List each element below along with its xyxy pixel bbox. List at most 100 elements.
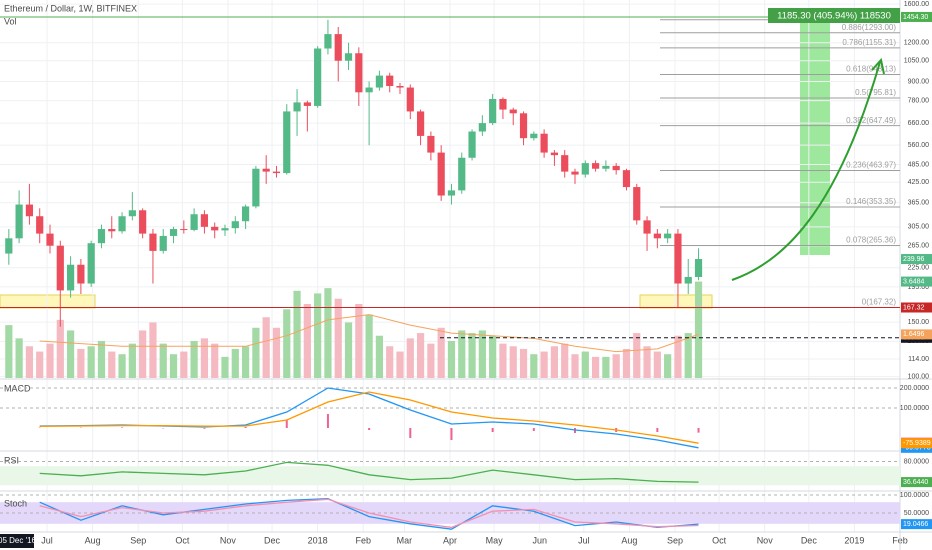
volume-bar [396, 351, 404, 378]
candle-body [56, 245, 64, 291]
candle-body [447, 190, 456, 196]
volume-bar [643, 346, 651, 378]
candle-body [406, 87, 414, 112]
x-tick-label: Sep [130, 535, 146, 545]
candle-body [591, 163, 600, 169]
candle-body [46, 233, 54, 246]
x-tick-label: Jul [578, 535, 590, 545]
volume-bar [324, 288, 332, 378]
candle-body [87, 243, 95, 284]
candle-body [458, 157, 466, 191]
indicator-line [39, 391, 699, 444]
macd-histogram-bar [491, 428, 494, 432]
x-tick-label: 2018 [308, 535, 328, 545]
price-tag-bg [901, 329, 932, 340]
candle-body [478, 123, 486, 132]
candle-body [653, 233, 661, 239]
x-tick-label: Nov [757, 535, 774, 545]
candle-body [231, 221, 239, 229]
candle-body [221, 228, 229, 231]
x-tick-label: Dec [264, 535, 281, 545]
candle-body [375, 75, 384, 88]
price-tag: 19.0466 [903, 521, 928, 528]
candle-body [489, 98, 497, 124]
volume-bar [46, 343, 54, 378]
volume-bar [571, 354, 579, 378]
price-tag: 36.6440 [903, 479, 928, 486]
volume-bar [221, 356, 229, 378]
volume-bar [468, 333, 476, 378]
arrow-head [871, 57, 885, 75]
macd-histogram-bar [368, 428, 371, 430]
candle-body [416, 111, 425, 136]
volume-bar [602, 356, 610, 378]
candle-body [190, 214, 198, 230]
candle-body [97, 229, 106, 244]
candle-body [149, 233, 157, 251]
volume-bar [664, 354, 672, 378]
macd-histogram-bar [203, 428, 206, 429]
candle-body [694, 259, 703, 277]
volume-bar [169, 354, 178, 378]
volume-bar [303, 304, 311, 378]
candle-body [314, 48, 322, 106]
candle-body [355, 53, 363, 93]
candle-body [386, 75, 394, 86]
volume-bar [447, 341, 456, 378]
candle-body [540, 133, 548, 153]
price-tag: 1.6496 [903, 331, 925, 338]
volume-bar [581, 351, 589, 378]
volume-bar [499, 343, 507, 378]
macd-histogram-bar [244, 427, 247, 428]
volume-bar [293, 290, 301, 378]
volume-bar [540, 351, 548, 378]
volume-bar [416, 333, 425, 378]
candle-body [550, 152, 559, 156]
candle-body [499, 98, 507, 110]
fib-label: 0.618(948.13) [846, 65, 896, 74]
candle-body [108, 229, 116, 232]
volume-bar [190, 341, 198, 378]
candle-body [283, 111, 291, 174]
volume-bar [653, 351, 661, 378]
volume-bar [15, 338, 23, 378]
volume-bar [87, 346, 95, 378]
candle-body [15, 204, 23, 239]
volume-bar [97, 341, 106, 378]
y-tick-label: 200.0000 [900, 385, 929, 392]
candle-body [622, 170, 631, 188]
macd-histogram-bar [121, 427, 124, 428]
candle-body [571, 171, 579, 175]
volume-bar [365, 314, 373, 378]
fib-label: 0.886(1293.00) [842, 23, 897, 32]
volume-bar [612, 354, 620, 378]
volume-bar [458, 330, 466, 378]
candle-body [66, 264, 75, 291]
y-tick-label: 100.0000 [900, 405, 929, 412]
background-layer [0, 18, 830, 309]
volume-bar [56, 319, 64, 378]
candle-body [530, 133, 538, 139]
candle-body [211, 226, 219, 231]
price-tag-bg [901, 11, 932, 22]
price-tag: 167.32 [903, 304, 925, 311]
volume-bar [622, 348, 631, 378]
measure-label-bg [768, 8, 900, 23]
x-tick-label: Mar [397, 535, 413, 545]
candle-body [602, 165, 610, 169]
candle-body [468, 131, 476, 158]
volume-bar [489, 335, 497, 378]
fib-label: 0.146(353.35) [846, 197, 896, 206]
y-tick-label: 265.00 [908, 243, 930, 250]
measure-label: 1185.30 (405.94%) 118530 [777, 11, 891, 22]
volume-bar [437, 327, 445, 378]
x-tick-label: Sep [667, 535, 683, 545]
volume-bar [159, 343, 167, 378]
pane-title: Stoch [4, 498, 27, 508]
candle-body [118, 216, 126, 232]
rsi-band [0, 466, 900, 486]
candle-body [427, 135, 435, 153]
x-tick-label: Nov [220, 535, 237, 545]
candle-body [252, 168, 260, 207]
y-tick-label: 1050.00 [904, 58, 929, 65]
